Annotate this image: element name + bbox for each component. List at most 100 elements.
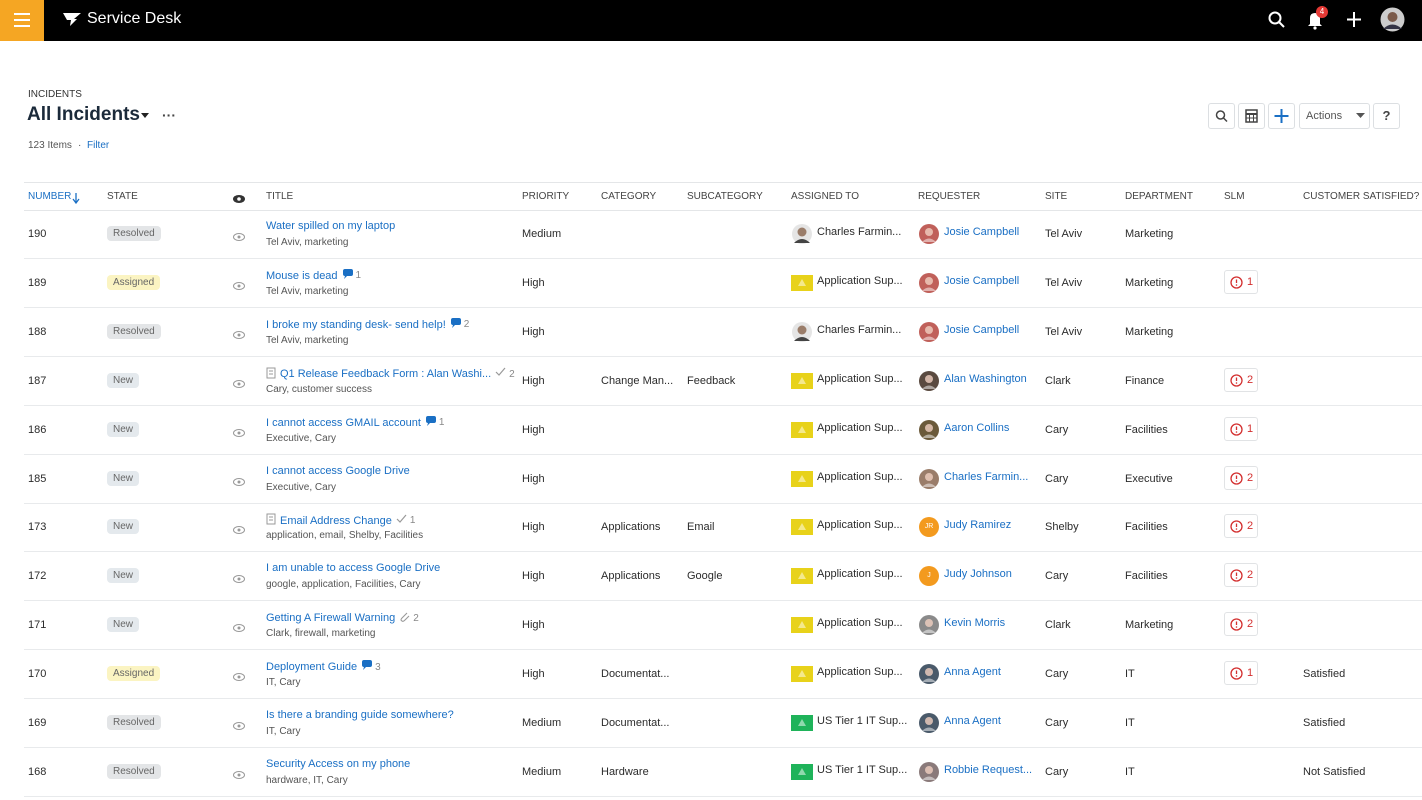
incident-title[interactable]: Getting A Firewall Warning	[266, 612, 396, 625]
view-title[interactable]: All Incidents	[27, 104, 140, 125]
slm-indicator[interactable]: 1	[1224, 416, 1258, 441]
search-button[interactable]	[1208, 103, 1235, 129]
column-header[interactable]: NUMBER	[28, 191, 72, 202]
slm-indicator[interactable]: 1	[1224, 661, 1258, 686]
department: Facilities	[1125, 521, 1168, 534]
table-row[interactable]: 185 New I cannot access Google Drive Execut…	[24, 455, 1422, 504]
calendar-button[interactable]	[1238, 103, 1265, 129]
priority: Medium	[522, 717, 562, 729]
incident-title[interactable]: I cannot access Google Drive	[266, 464, 410, 477]
slm-indicator[interactable]: 2	[1224, 563, 1258, 588]
column-header[interactable]: CUSTOMER SATISFIED?	[1303, 191, 1420, 202]
incident-title[interactable]: I cannot access GMAIL account	[266, 416, 421, 429]
badge-count: 2	[509, 368, 515, 380]
top-bar: Service Desk 4	[0, 0, 1422, 41]
table-row[interactable]: 186 New I cannot access GMAIL account 1 Exec…	[24, 406, 1422, 455]
column-header[interactable]: ASSIGNED TO	[791, 191, 859, 202]
column-header[interactable]: STATE	[107, 191, 138, 202]
item-count: 123 Items	[28, 140, 72, 151]
table-row[interactable]: 171 New Getting A Firewall Warning 2 Clark, …	[24, 601, 1422, 651]
assigned-to: Application Sup...	[817, 470, 903, 483]
table-row[interactable]: 188 Resolved I broke my standing desk- sen…	[24, 308, 1422, 357]
slm-indicator[interactable]: 2	[1224, 367, 1258, 392]
table-row[interactable]: 170 Assigned Deployment Guide 3 IT, Cary High…	[24, 650, 1422, 700]
department: Marketing	[1125, 276, 1174, 289]
department: Executive	[1125, 472, 1173, 485]
column-header[interactable]: SLM	[1224, 191, 1245, 202]
title-line: Mouse is dead 1	[266, 268, 361, 283]
incident-title[interactable]: I broke my standing desk- send help!	[266, 318, 446, 331]
requester: Charles Farmin...	[944, 470, 1029, 483]
search-icon[interactable]	[1267, 10, 1287, 30]
create-icon[interactable]	[1345, 10, 1365, 30]
preview-icon	[232, 229, 246, 247]
badge-count: 1	[409, 515, 416, 527]
column-header[interactable]: REQUESTER	[918, 191, 981, 202]
slm-indicator[interactable]: 2	[1224, 612, 1258, 637]
badge-icon	[495, 367, 507, 381]
column-header[interactable]: DEPARTMENT	[1125, 191, 1193, 202]
column-header[interactable]: SUBCATEGORY	[687, 191, 763, 202]
requester-avatar	[919, 468, 939, 489]
table-row[interactable]: 173 New Email Address Change 1 application, …	[24, 503, 1422, 553]
category: Applications	[601, 570, 661, 583]
incident-title[interactable]: Security Access on my phone	[266, 757, 411, 770]
assigned-to: Application Sup...	[817, 421, 903, 434]
incident-title[interactable]: Deployment Guide	[266, 661, 358, 674]
requester: Anna Agent	[944, 715, 1001, 727]
view-dropdown-caret[interactable]	[141, 113, 149, 119]
sort-arrow	[72, 191, 80, 209]
table-row[interactable]: 189 Assigned Mouse is dead 1 Tel Aviv, marke…	[24, 259, 1422, 308]
assigned-to: Application Sup...	[817, 519, 903, 532]
incident-title[interactable]: Mouse is dead	[266, 269, 338, 282]
menu-button[interactable]	[0, 0, 44, 41]
title-line: I cannot access Google Drive	[266, 465, 410, 477]
table-row[interactable]: 172 New I am unable to access Google Drive…	[24, 552, 1422, 602]
incident-title[interactable]: I am unable to access Google Drive	[266, 562, 441, 575]
incident-title[interactable]: Email Address Change	[280, 514, 392, 527]
add-button[interactable]	[1268, 103, 1295, 129]
incident-title[interactable]: Q1 Release Feedback Form : Alan Washi...	[280, 368, 492, 381]
breadcrumb[interactable]: INCIDENTS	[28, 89, 82, 100]
table-row[interactable]: 190 Resolved Water spilled on my laptop Tel…	[24, 210, 1422, 259]
table-row[interactable]: 187 New Q1 Release Feedback Form : Alan Wa…	[24, 357, 1422, 406]
group-flag	[791, 664, 813, 689]
table-row[interactable]: 169 Resolved Is there a branding guide som…	[24, 699, 1422, 748]
incident-title[interactable]: Water spilled on my laptop	[266, 220, 396, 232]
user-avatar[interactable]	[1380, 7, 1405, 32]
incident-number: 172	[28, 570, 47, 583]
column-header[interactable]: PRIORITY	[522, 191, 570, 202]
badge-icon	[342, 268, 354, 283]
badge-icon	[396, 514, 408, 528]
eye-column-icon	[232, 191, 246, 209]
incident-title[interactable]: Is there a branding guide somewhere?	[266, 709, 454, 721]
preview-icon	[232, 425, 246, 443]
column-header[interactable]: TITLE	[266, 191, 294, 202]
group-flag	[791, 615, 813, 640]
group-flag	[791, 371, 813, 396]
preview-icon	[232, 522, 246, 540]
slm-indicator[interactable]: 1	[1224, 269, 1258, 294]
table-row[interactable]: 168 Resolved Security Access on my phone ha…	[24, 748, 1422, 797]
more-menu[interactable]: ···	[162, 107, 176, 123]
column-header[interactable]: CATEGORY	[601, 191, 657, 202]
department: Facilities	[1125, 423, 1168, 436]
app-name[interactable]: Service Desk	[87, 10, 182, 27]
title-line: I cannot access GMAIL account 1	[266, 415, 444, 430]
department: Marketing	[1125, 228, 1174, 240]
column-header[interactable]: SITE	[1045, 191, 1068, 202]
incident-tags: hardware, IT, Cary	[266, 774, 348, 786]
requester: Robbie Request...	[944, 763, 1033, 776]
help-button[interactable]: ?	[1373, 103, 1400, 129]
incident-tags: Executive, Cary	[266, 432, 337, 444]
requester-avatar	[919, 664, 939, 685]
state-pill: New	[107, 470, 140, 486]
group-flag	[791, 762, 813, 787]
category: Change Man...	[601, 374, 674, 387]
slm-indicator[interactable]: 2	[1224, 514, 1258, 539]
incident-tags: Executive, Cary	[266, 481, 337, 493]
requester-avatar: JR	[919, 517, 939, 538]
slm-indicator[interactable]: 2	[1224, 465, 1258, 490]
actions-button[interactable]: Actions	[1299, 103, 1370, 129]
filter-link[interactable]: Filter	[87, 140, 110, 151]
